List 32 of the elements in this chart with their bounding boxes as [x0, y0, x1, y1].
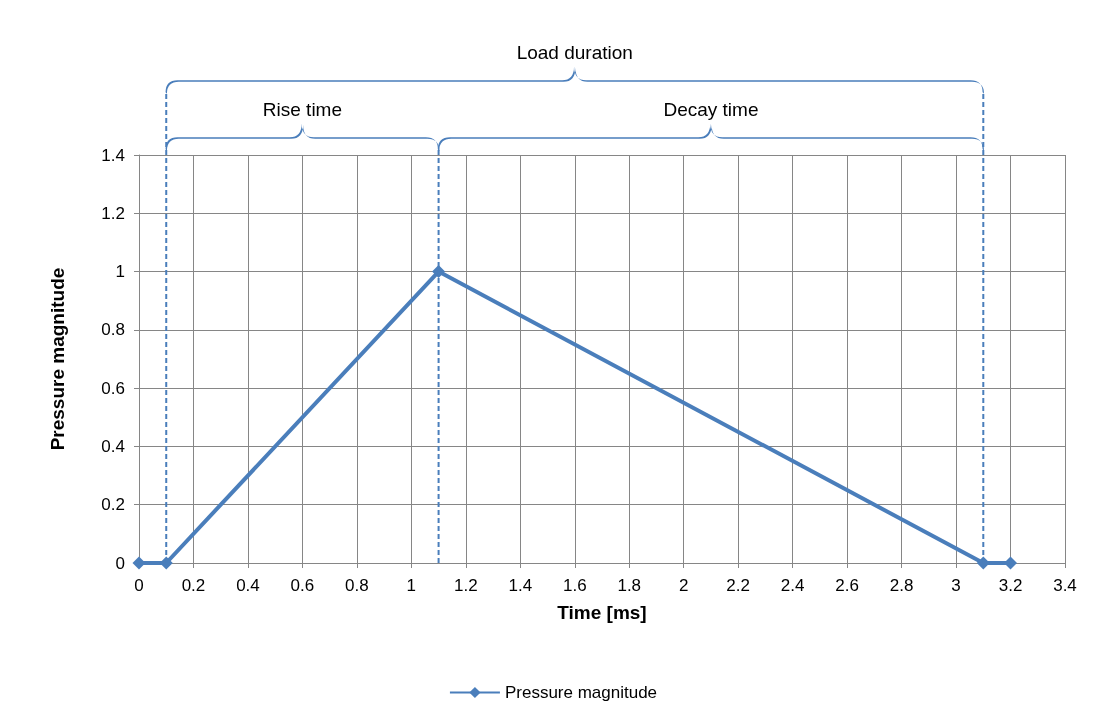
x-tick-label: 2.2	[726, 576, 750, 595]
text: Load duration	[516, 42, 633, 63]
x-tick-label: 3.2	[998, 576, 1023, 595]
y-axis-title: Pressure magnitude	[47, 267, 68, 451]
y-tick-label: 0.6	[101, 378, 125, 398]
x-tick-label: 2	[678, 576, 689, 595]
y-tick-label: 0.2	[101, 495, 125, 515]
x-tick-label: 3.4	[1053, 576, 1077, 595]
text: Decay time	[663, 99, 759, 120]
x-tick-label: 2.4	[780, 576, 805, 595]
x-tick-label: 2.6	[835, 576, 859, 595]
y-tick-label: 0.4	[101, 436, 125, 456]
x-tick-label: 2.8	[889, 576, 914, 595]
x-tick-label: 3	[951, 576, 961, 595]
x-tick-label: 0	[134, 576, 144, 595]
x-tick-label: 1	[406, 576, 417, 595]
x-tick-label: 1.8	[617, 576, 642, 595]
text: Rise time	[262, 99, 343, 120]
x-tick-label: 0.4	[236, 576, 260, 595]
x-tick-label: 0.6	[290, 576, 315, 595]
x-tick-label: 0.8	[345, 576, 369, 595]
x-tick-label: 1.6	[562, 576, 587, 595]
y-tick-label: 0.8	[101, 320, 125, 340]
y-tick-label: 0	[115, 553, 125, 573]
x-tick-label: 0.2	[181, 576, 206, 595]
x-tick-label: 1.4	[508, 576, 533, 595]
y-tick-label: 1.4	[101, 145, 125, 165]
legend-label: Pressure magnitude	[504, 683, 658, 702]
x-tick-label: 1.2	[454, 576, 478, 595]
x-axis-title: Time [ms]	[557, 602, 647, 623]
y-tick-label: 1.2	[101, 203, 125, 223]
y-tick-label: 1	[115, 262, 125, 282]
